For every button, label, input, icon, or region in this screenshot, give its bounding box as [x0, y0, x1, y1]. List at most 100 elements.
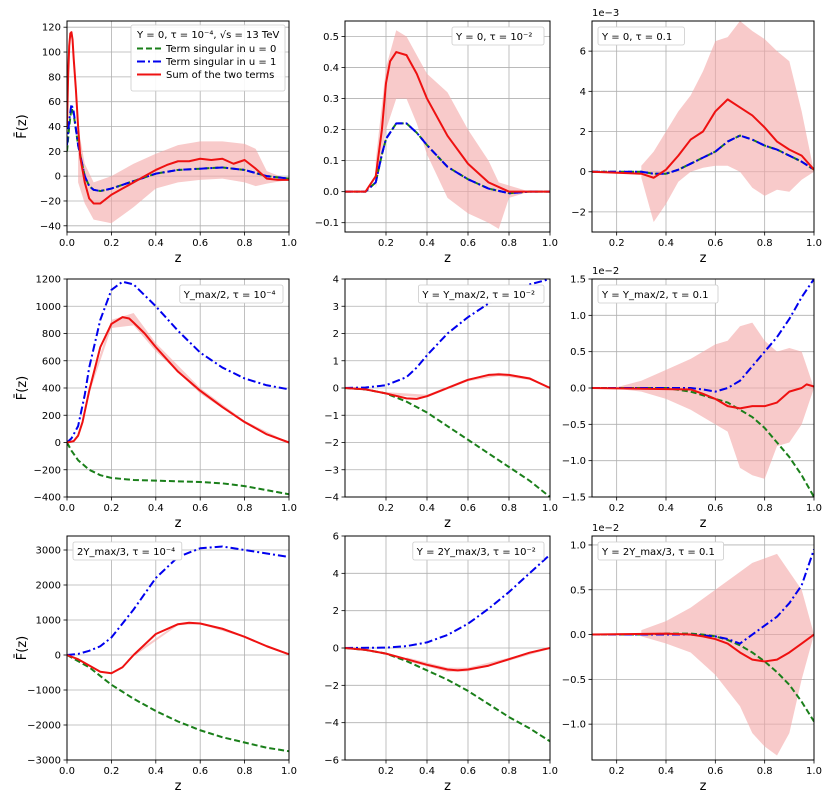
panel-annotation: Y = 0, τ = 10⁻²	[455, 32, 532, 43]
panel-annotation-box	[412, 541, 545, 561]
y-tick-label: 0.0	[323, 187, 339, 198]
y-tick-label: −1.0	[562, 720, 586, 731]
x-tick-label: 0.8	[501, 766, 517, 777]
y-tick-label: 2	[580, 127, 586, 138]
series-sum	[67, 31, 289, 205]
y-tick-label: 6	[333, 532, 339, 543]
x-tick-label: 0.6	[460, 503, 476, 514]
y-tick-label: 1000	[36, 302, 61, 313]
legend-entry-sum-label: Sum of the two terms	[166, 70, 274, 81]
series-term-u1	[592, 279, 814, 393]
x-tick-label: 0.4	[419, 766, 435, 777]
y-tick-label: 0	[55, 651, 61, 662]
plot-area	[67, 545, 289, 753]
plot-area	[67, 280, 289, 496]
panel-annotation: Y = 2Y_max/3, τ = 0.1	[601, 547, 715, 558]
x-tick-label: 0.4	[419, 503, 435, 514]
y-tick-label: 40	[48, 122, 61, 133]
y-tick-label: 0	[333, 644, 339, 655]
y-tick-label: 1	[333, 356, 339, 367]
y-axis-label: F̄(z)	[15, 376, 30, 400]
y-tick-label: 2	[333, 329, 339, 340]
series-term-u1	[67, 545, 289, 656]
y-tick-label: −400	[34, 493, 61, 504]
y-tick-label: 80	[48, 72, 61, 83]
x-tick-label: 0.4	[148, 503, 164, 514]
x-tick-label: 0.8	[237, 238, 253, 249]
legend: Y = 0, τ = 10⁻⁴, √s = 13 TeV Term singula…	[130, 24, 286, 92]
y-tick-label: 0.5	[570, 347, 586, 358]
y-tick-label: 20	[48, 147, 61, 158]
uncertainty-band	[616, 322, 814, 479]
x-tick-label: 1.0	[542, 766, 558, 777]
x-axis-label: z	[700, 251, 707, 266]
x-tick-label: 0.4	[658, 766, 674, 777]
y-tick-label: 3000	[36, 546, 61, 557]
axis-offset-label: 1e−2	[592, 266, 619, 277]
y-tick-label: 200	[42, 411, 61, 422]
legend-entry-u0-label: Term singular in u = 0	[165, 44, 276, 55]
panel-row2-col1: 0.0 0.2 0.4 0.6 0.8 1.0 −400 −200 0 200 400 600 800 1…	[15, 275, 297, 532]
x-tick-label: 0.0	[59, 766, 75, 777]
series-term-u1	[345, 122, 550, 195]
plot-area	[592, 549, 814, 756]
x-tick-label: 1.0	[806, 503, 822, 514]
axis-offset-label: 1e−2	[592, 523, 619, 534]
series-sum	[592, 383, 814, 410]
y-tick-label: −200	[34, 465, 61, 476]
axes-frame	[66, 535, 290, 761]
y-tick-label: −2	[324, 438, 339, 449]
y-tick-label: 1.0	[570, 311, 586, 322]
y-tick-label: −1	[324, 411, 339, 422]
axis-offset-label: 1e−3	[592, 8, 619, 19]
panel-row1-col2: 0.2 0.4 0.6 0.8 1.0 −0.1 0.0 0.1 0.2 0.3 0.4 0.5 z Y …	[315, 20, 558, 266]
series-sum	[345, 647, 550, 672]
x-tick-label: 0.6	[192, 238, 208, 249]
series-sum	[67, 621, 289, 675]
panel-annotation: Y = 2Y_max/3, τ = 10⁻²	[416, 547, 536, 558]
x-axis-label: z	[700, 779, 707, 794]
panel-row1-col3: 0.2 0.4 0.6 0.8 1.0 −2 0 2 4 6 z 1e−3 Y = 0, τ = 0.1	[571, 8, 822, 266]
series-sum	[592, 98, 814, 179]
y-tick-label: 0	[333, 384, 339, 395]
uncertainty-band	[89, 313, 289, 443]
y-tick-label: −3000	[27, 756, 61, 767]
series-sum	[345, 373, 550, 400]
x-tick-label: 0.6	[460, 238, 476, 249]
series-term-u0	[345, 387, 550, 497]
panel-annotation: Y_max/2, τ = 10⁻⁴	[183, 290, 276, 301]
y-tick-label: 1200	[36, 275, 61, 286]
series-sum	[67, 316, 289, 444]
series-term-u0	[67, 442, 289, 496]
x-axis-label: z	[444, 516, 451, 531]
series-term-u0	[592, 632, 814, 723]
x-tick-label: 0.8	[501, 238, 517, 249]
y-tick-label: −4	[324, 718, 339, 729]
series-term-u0	[592, 387, 814, 497]
plot-area	[345, 30, 550, 229]
series-term-u0	[345, 647, 550, 743]
y-tick-label: 120	[42, 23, 61, 34]
y-tick-label: 4	[333, 275, 339, 286]
panel-row3-col1: 0.0 0.2 0.4 0.6 0.8 1.0 −3000 −2000 −1000 0 1000 20…	[15, 535, 297, 794]
x-tick-label: 0.4	[148, 238, 164, 249]
x-axis-label: z	[444, 779, 451, 794]
y-tick-label: 0.5	[570, 585, 586, 596]
y-tick-label: 0.2	[323, 125, 339, 136]
y-tick-label: 1.0	[570, 540, 586, 551]
y-tick-label: 60	[48, 97, 61, 108]
x-tick-label: 1.0	[806, 238, 822, 249]
y-tick-label: 0.0	[570, 630, 586, 641]
plot-area	[592, 279, 814, 497]
y-tick-label: 100	[42, 48, 61, 59]
x-tick-label: 0.2	[609, 238, 625, 249]
y-tick-label: −3	[324, 465, 339, 476]
uncertainty-band	[641, 553, 814, 756]
y-tick-label: 0.0	[570, 384, 586, 395]
x-tick-label: 0.8	[501, 503, 517, 514]
x-tick-label: 0.2	[103, 238, 119, 249]
y-tick-label: 1000	[36, 616, 61, 627]
plot-area	[345, 553, 550, 743]
x-tick-label: 0.2	[103, 503, 119, 514]
